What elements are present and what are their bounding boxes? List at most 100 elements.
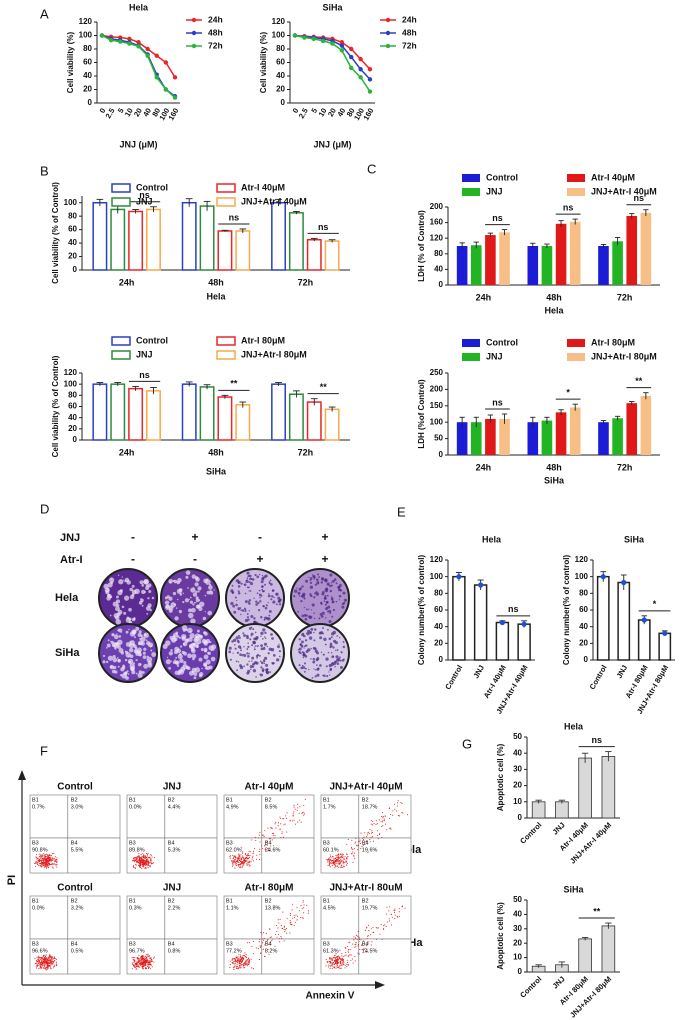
event-dot	[234, 965, 236, 967]
x-tick-label: 5	[116, 106, 126, 114]
colony-spot	[263, 583, 266, 586]
legend-swatch	[385, 43, 391, 49]
significance-label: *	[653, 599, 657, 609]
event-dot	[341, 958, 343, 960]
legend-swatch	[216, 336, 236, 346]
event-dot	[37, 958, 39, 960]
event-dot	[372, 926, 374, 928]
event-dot	[42, 855, 44, 857]
bar	[217, 396, 233, 441]
event-dot	[256, 858, 258, 860]
event-dot	[349, 941, 351, 943]
quadrant-name: B3	[323, 840, 330, 846]
colony-spot	[142, 651, 146, 655]
event-dot	[242, 860, 244, 863]
colony-spot	[309, 630, 312, 634]
colony-spot	[106, 596, 111, 601]
event-dot	[263, 939, 265, 941]
colony-spot	[260, 666, 263, 669]
event-dot	[383, 928, 385, 931]
event-dot	[335, 865, 337, 867]
event-dot	[39, 858, 41, 860]
colony-spot	[298, 650, 301, 654]
colony-spot	[191, 646, 194, 649]
x-tick-label: 0	[291, 106, 301, 114]
quadrant-name: B4	[71, 941, 78, 947]
event-dot	[231, 962, 233, 964]
x-tick-label: JNJ	[471, 663, 486, 679]
event-dot	[380, 821, 382, 823]
event-dot	[41, 859, 43, 861]
colony-spot	[339, 659, 342, 662]
event-dot	[340, 967, 342, 969]
colony-spot	[257, 653, 260, 657]
y-tick-label: 0	[281, 98, 286, 107]
event-dot	[332, 860, 334, 862]
data-point	[302, 35, 307, 40]
colony-spot	[129, 587, 133, 592]
colony-spot	[252, 669, 257, 673]
colony-spot	[298, 595, 301, 597]
event-dot	[52, 859, 54, 861]
colony-spot	[236, 639, 240, 643]
event-dot	[341, 865, 343, 867]
colony-spot	[264, 606, 268, 610]
event-dot	[36, 862, 38, 864]
colony-spot	[204, 611, 206, 613]
event-dot	[299, 806, 301, 808]
data-point	[339, 43, 345, 48]
event-dot	[133, 959, 135, 961]
colony-spot	[203, 662, 208, 667]
colony-spot	[172, 660, 177, 665]
event-dot	[151, 966, 153, 968]
event-dot	[145, 863, 147, 865]
x-tick-label: JNJ+Atr-I 80μM	[568, 974, 613, 1019]
data-point	[311, 36, 316, 42]
quadrant-value: 0.5%	[71, 948, 84, 954]
event-dot	[144, 854, 146, 857]
y-tick-label: 0	[88, 98, 93, 107]
treatment-sign: -	[258, 530, 262, 544]
colony-spot	[111, 633, 115, 637]
significance-label: **	[635, 376, 643, 386]
event-dot	[134, 960, 136, 962]
event-dot	[142, 856, 144, 858]
colony-spot	[324, 595, 326, 598]
event-dot	[37, 956, 39, 959]
event-dot	[353, 854, 355, 856]
event-dot	[138, 963, 140, 965]
colony-spot	[170, 660, 172, 662]
colony-spot	[230, 589, 234, 593]
event-dot	[146, 861, 148, 863]
colony-spot	[318, 576, 321, 578]
event-dot	[333, 963, 335, 965]
event-dot	[54, 863, 56, 865]
colony-spot	[172, 579, 176, 583]
colony-spot	[297, 591, 301, 595]
event-dot	[139, 861, 141, 863]
event-dot	[239, 866, 241, 869]
event-dot	[44, 864, 46, 866]
colony-spot	[265, 668, 268, 672]
event-dot	[293, 811, 295, 813]
bar	[473, 584, 488, 661]
event-dot	[232, 962, 234, 965]
event-dot	[388, 910, 390, 912]
event-dot	[235, 962, 237, 964]
colony-spot	[248, 580, 251, 584]
event-dot	[371, 830, 373, 832]
colony-spot	[187, 653, 192, 659]
event-dot	[44, 865, 46, 868]
event-dot	[236, 963, 238, 965]
event-dot	[145, 964, 147, 966]
event-dot	[368, 941, 370, 943]
event-dot	[148, 961, 150, 964]
event-dot	[271, 940, 273, 942]
legend-label: 24h	[208, 14, 223, 24]
colony-spot	[232, 652, 234, 654]
event-dot	[133, 866, 135, 868]
event-dot	[235, 960, 237, 962]
event-dot	[337, 966, 339, 969]
event-dot	[137, 860, 139, 863]
colony-spot	[191, 667, 197, 673]
